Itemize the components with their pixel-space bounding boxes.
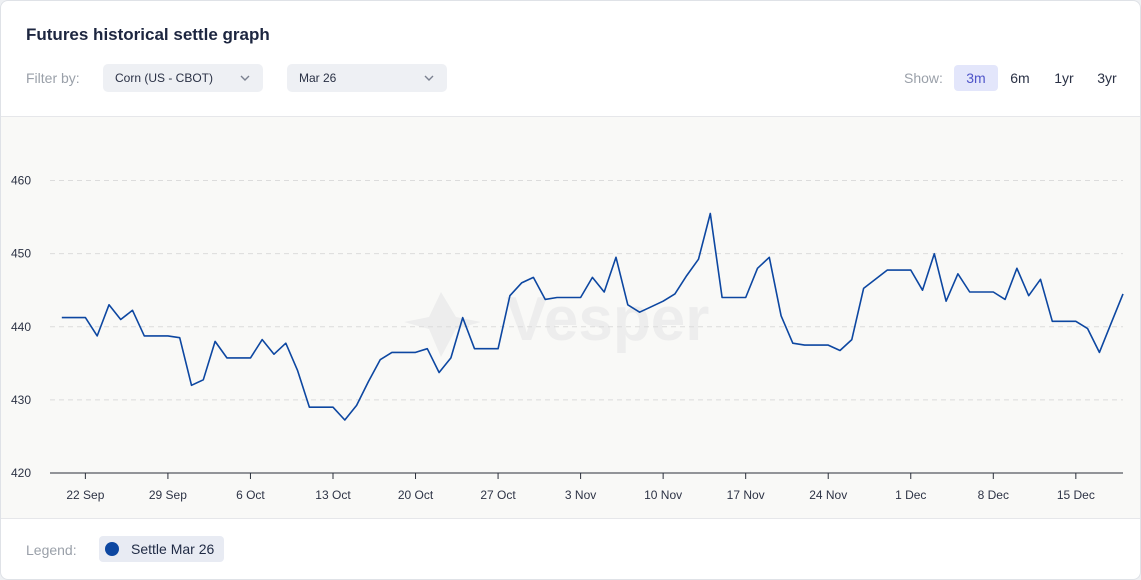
filter-label: Filter by: — [26, 70, 80, 86]
x-tick-label: 13 Oct — [315, 488, 351, 502]
commodity-select[interactable]: Corn (US - CBOT) — [103, 64, 263, 92]
contract-select[interactable]: Mar 26 — [287, 64, 447, 92]
y-tick-label: 450 — [11, 247, 31, 261]
y-tick-label: 460 — [11, 174, 31, 188]
y-tick-label: 430 — [11, 393, 31, 407]
watermark: Vesper — [404, 285, 709, 357]
x-tick-label: 20 Oct — [398, 488, 434, 502]
x-tick-label: 29 Sep — [149, 488, 187, 502]
x-tick-label: 24 Nov — [809, 488, 847, 502]
x-tick-label: 15 Dec — [1057, 488, 1095, 502]
legend-entry-label: Settle Mar 26 — [131, 541, 215, 557]
chart-area: Vesper 420 430 440 450 460 22 Sep 29 Sep 6 Oct… — [1, 116, 1140, 519]
legend-entry-settle-mar-26[interactable]: Settle Mar 26 — [99, 536, 225, 562]
chevron-down-icon — [240, 75, 250, 81]
vesper-logo-icon — [404, 292, 481, 357]
legend-dot-icon — [105, 542, 119, 556]
settle-line-chart: Vesper 420 430 440 450 460 22 Sep 29 Sep 6 Oct… — [11, 174, 1124, 502]
x-tick-label: 10 Nov — [644, 488, 682, 502]
range-3m-button[interactable]: 3m — [954, 65, 998, 91]
x-tick-label: 3 Nov — [565, 488, 596, 502]
chevron-down-icon — [424, 75, 434, 81]
y-tick-label: 440 — [11, 320, 31, 334]
range-1yr-button[interactable]: 1yr — [1054, 70, 1074, 86]
x-tick-label: 6 Oct — [236, 488, 265, 502]
x-tick-label: 17 Nov — [727, 488, 765, 502]
x-tick-label: 1 Dec — [895, 488, 926, 502]
range-3yr-button[interactable]: 3yr — [1097, 70, 1117, 86]
x-tick-label: 8 Dec — [978, 488, 1009, 502]
commodity-select-value: Corn (US - CBOT) — [115, 71, 214, 85]
y-tick-label: 420 — [11, 466, 31, 480]
contract-select-value: Mar 26 — [299, 71, 337, 85]
legend-label: Legend: — [26, 542, 77, 558]
x-tick-label: 27 Oct — [480, 488, 516, 502]
series-line-settle-mar-26 — [61, 212, 1124, 421]
watermark-text: Vesper — [506, 285, 709, 354]
x-tick-label: 22 Sep — [66, 488, 104, 502]
show-label: Show: — [904, 70, 943, 86]
range-6m-button[interactable]: 6m — [1010, 70, 1030, 86]
page-title: Futures historical settle graph — [26, 25, 270, 44]
